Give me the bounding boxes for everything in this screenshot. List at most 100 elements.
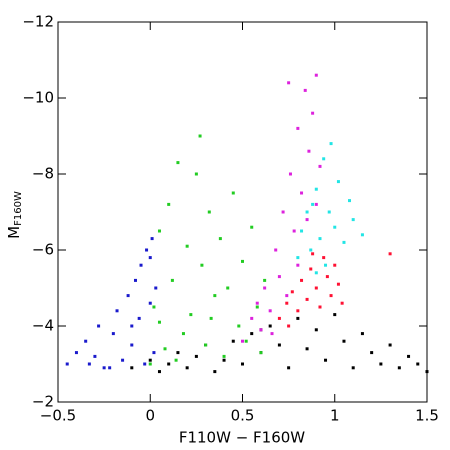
point <box>250 316 254 320</box>
point <box>348 199 352 203</box>
point <box>318 305 322 309</box>
point <box>157 320 161 324</box>
point <box>285 294 289 298</box>
point <box>288 172 292 176</box>
point <box>397 366 401 370</box>
point <box>285 301 289 305</box>
point <box>314 202 318 206</box>
point <box>148 358 152 362</box>
point <box>370 351 374 355</box>
point <box>148 256 152 260</box>
point <box>255 305 259 309</box>
point <box>318 237 322 241</box>
point <box>185 244 189 248</box>
point <box>268 324 272 328</box>
point <box>270 332 274 336</box>
point <box>163 347 167 351</box>
point <box>167 202 171 206</box>
point <box>241 339 244 343</box>
point <box>170 278 174 282</box>
point <box>314 73 318 77</box>
point <box>231 339 235 343</box>
point <box>207 210 211 214</box>
point <box>185 366 189 370</box>
point <box>311 252 315 256</box>
point <box>307 149 311 153</box>
point <box>268 309 272 313</box>
point <box>84 339 88 343</box>
point <box>143 362 147 366</box>
y-label-main: M <box>5 226 23 239</box>
point <box>97 324 101 328</box>
point <box>277 275 281 279</box>
point <box>296 309 300 313</box>
point <box>213 370 217 374</box>
point <box>329 142 333 146</box>
point <box>336 282 340 286</box>
point <box>263 286 267 290</box>
point <box>342 240 346 244</box>
point <box>333 263 337 267</box>
point <box>198 134 202 138</box>
point <box>318 164 322 168</box>
point <box>222 354 226 358</box>
point <box>274 248 278 252</box>
point <box>255 301 259 305</box>
point <box>311 202 315 206</box>
point <box>314 286 318 290</box>
point <box>259 351 263 355</box>
point <box>130 366 134 370</box>
point <box>287 81 291 85</box>
point <box>157 370 161 374</box>
point <box>292 229 296 233</box>
point <box>314 187 318 191</box>
point <box>87 362 91 366</box>
point <box>407 354 411 358</box>
point <box>325 275 329 279</box>
point <box>314 328 318 332</box>
point <box>115 309 119 313</box>
point <box>277 316 281 320</box>
point <box>305 210 309 214</box>
point <box>311 111 315 115</box>
point <box>126 294 130 298</box>
point <box>322 256 326 260</box>
point <box>145 248 149 252</box>
point <box>300 191 304 195</box>
point <box>189 313 193 317</box>
point <box>300 229 304 233</box>
point <box>148 301 152 305</box>
y-label-sub: F160W <box>13 191 24 226</box>
point <box>296 126 300 130</box>
point <box>360 233 364 237</box>
point <box>287 366 291 370</box>
point <box>194 354 198 358</box>
point <box>290 290 294 294</box>
point <box>181 332 185 336</box>
point <box>305 347 309 351</box>
x-tick-label: 0.5 <box>231 407 255 425</box>
point <box>342 339 346 343</box>
point <box>333 225 337 229</box>
point <box>250 332 254 336</box>
point <box>296 263 300 267</box>
point <box>176 351 180 355</box>
point <box>322 157 326 161</box>
point <box>133 278 137 282</box>
point <box>296 256 300 260</box>
y-tick-label: −4 <box>32 317 54 335</box>
point <box>209 316 213 320</box>
point <box>360 332 364 336</box>
point <box>167 362 171 366</box>
point <box>137 316 141 320</box>
point <box>111 332 115 336</box>
point <box>305 297 309 301</box>
point <box>130 324 134 328</box>
x-tick-label: 0 <box>145 407 155 425</box>
point <box>388 343 392 347</box>
point <box>241 362 244 366</box>
x-tick-label: 1 <box>330 407 340 425</box>
point <box>150 237 154 241</box>
point <box>154 286 158 290</box>
